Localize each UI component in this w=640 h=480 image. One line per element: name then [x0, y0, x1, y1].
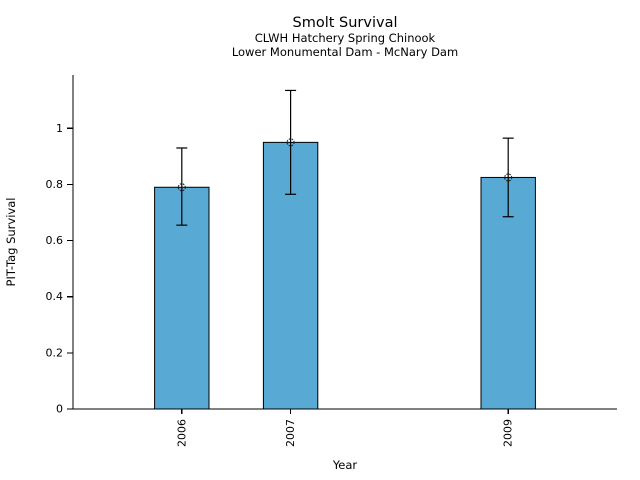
chart-title: Smolt Survival — [293, 15, 398, 31]
x-tick-label-2007: 2007 — [284, 419, 297, 447]
x-tick-label-2009: 2009 — [502, 419, 515, 447]
y-tick-label-0.8: 0.8 — [46, 178, 64, 191]
error-bars-layer — [176, 89, 514, 226]
point-marker-2007 — [286, 138, 295, 147]
x-axis-label: Year — [332, 458, 358, 472]
markers-layer — [177, 138, 513, 192]
y-tick-label-1: 1 — [56, 122, 63, 135]
y-tick-label-0: 0 — [56, 403, 63, 416]
x-tick-label-2006: 2006 — [175, 419, 188, 447]
y-tick-label-0.6: 0.6 — [46, 234, 64, 247]
chart-subtitle-line2: Lower Monumental Dam - McNary Dam — [232, 45, 458, 59]
y-axis-label: PIT-Tag Survival — [4, 198, 18, 287]
point-marker-2009 — [504, 173, 513, 182]
chart-subtitle-line1: CLWH Hatchery Spring Chinook — [255, 31, 436, 45]
bars-layer — [154, 141, 536, 410]
y-tick-label-0.4: 0.4 — [46, 290, 64, 303]
point-marker-2006 — [177, 183, 186, 192]
ticks-layer: 0 0.2 0.4 0.6 0.8 1 2006 2007 2009 — [46, 122, 515, 447]
y-tick-label-0.2: 0.2 — [46, 346, 64, 359]
